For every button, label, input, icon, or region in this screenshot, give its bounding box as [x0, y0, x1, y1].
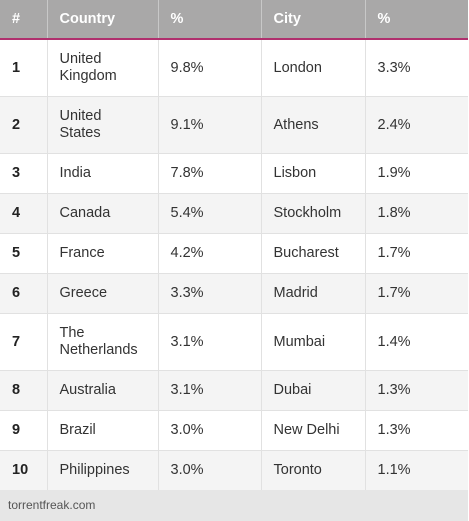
ranking-table: # Country % City % 1 United Kingdom 9.8% Lo… — [0, 0, 468, 491]
city-cell: London — [261, 39, 366, 97]
source-credit: torrentfreak.com — [0, 490, 468, 521]
table-row: 8 Australia 3.1% Dubai 1.3% — [0, 370, 468, 411]
header-country-percent: % — [158, 0, 262, 40]
table-row: 3 India 7.8% Lisbon 1.9% — [0, 153, 468, 194]
city-percent-cell: 1.7% — [365, 273, 468, 314]
country-cell: India — [47, 153, 159, 194]
country-percent-cell: 9.1% — [158, 96, 262, 154]
city-percent-cell: 1.9% — [365, 153, 468, 194]
table-row: 9 Brazil 3.0% New Delhi 1.3% — [0, 410, 468, 451]
country-percent-cell: 4.2% — [158, 233, 262, 274]
city-cell: Madrid — [261, 273, 366, 314]
country-cell: Canada — [47, 193, 159, 234]
city-cell: Toronto — [261, 450, 366, 491]
rank-cell: 4 — [0, 193, 48, 234]
city-percent-cell: 1.4% — [365, 313, 468, 371]
rank-cell: 8 — [0, 370, 48, 411]
city-cell: Athens — [261, 96, 366, 154]
city-percent-cell: 3.3% — [365, 39, 468, 97]
rank-cell: 10 — [0, 450, 48, 491]
city-cell: Mumbai — [261, 313, 366, 371]
country-percent-cell: 3.0% — [158, 410, 262, 451]
rank-cell: 7 — [0, 313, 48, 371]
table-body: 1 United Kingdom 9.8% London 3.3% 2 United Sta… — [0, 39, 468, 491]
country-cell: France — [47, 233, 159, 274]
country-cell: United States — [47, 96, 159, 154]
table-row: 10 Philippines 3.0% Toronto 1.1% — [0, 450, 468, 491]
country-cell: Australia — [47, 370, 159, 411]
header-row: # Country % City % — [0, 0, 468, 40]
city-cell: New Delhi — [261, 410, 366, 451]
table-row: 2 United States 9.1% Athens 2.4% — [0, 96, 468, 154]
country-percent-cell: 3.1% — [158, 313, 262, 371]
city-percent-cell: 1.3% — [365, 410, 468, 451]
city-cell: Lisbon — [261, 153, 366, 194]
table-row: 6 Greece 3.3% Madrid 1.7% — [0, 273, 468, 314]
rank-cell: 9 — [0, 410, 48, 451]
city-cell: Stockholm — [261, 193, 366, 234]
country-percent-cell: 3.1% — [158, 370, 262, 411]
header-city: City — [261, 0, 366, 40]
city-cell: Bucharest — [261, 233, 366, 274]
header-country: Country — [47, 0, 159, 40]
city-percent-cell: 2.4% — [365, 96, 468, 154]
country-cell: Greece — [47, 273, 159, 314]
header-rank: # — [0, 0, 48, 40]
rank-cell: 5 — [0, 233, 48, 274]
country-cell: The Netherlands — [47, 313, 159, 371]
rank-cell: 1 — [0, 39, 48, 97]
table-header: # Country % City % — [0, 0, 468, 40]
rank-cell: 2 — [0, 96, 48, 154]
city-percent-cell: 1.1% — [365, 450, 468, 491]
city-cell: Dubai — [261, 370, 366, 411]
header-city-percent: % — [365, 0, 468, 40]
country-percent-cell: 3.3% — [158, 273, 262, 314]
country-percent-cell: 5.4% — [158, 193, 262, 234]
country-cell: Philippines — [47, 450, 159, 491]
city-percent-cell: 1.8% — [365, 193, 468, 234]
city-percent-cell: 1.3% — [365, 370, 468, 411]
country-percent-cell: 3.0% — [158, 450, 262, 491]
table-row: 7 The Netherlands 3.1% Mumbai 1.4% — [0, 313, 468, 371]
table-row: 1 United Kingdom 9.8% London 3.3% — [0, 39, 468, 97]
country-cell: United Kingdom — [47, 39, 159, 97]
country-percent-cell: 7.8% — [158, 153, 262, 194]
rank-cell: 3 — [0, 153, 48, 194]
city-percent-cell: 1.7% — [365, 233, 468, 274]
country-percent-cell: 9.8% — [158, 39, 262, 97]
table-row: 4 Canada 5.4% Stockholm 1.8% — [0, 193, 468, 234]
country-cell: Brazil — [47, 410, 159, 451]
table-row: 5 France 4.2% Bucharest 1.7% — [0, 233, 468, 274]
rank-cell: 6 — [0, 273, 48, 314]
